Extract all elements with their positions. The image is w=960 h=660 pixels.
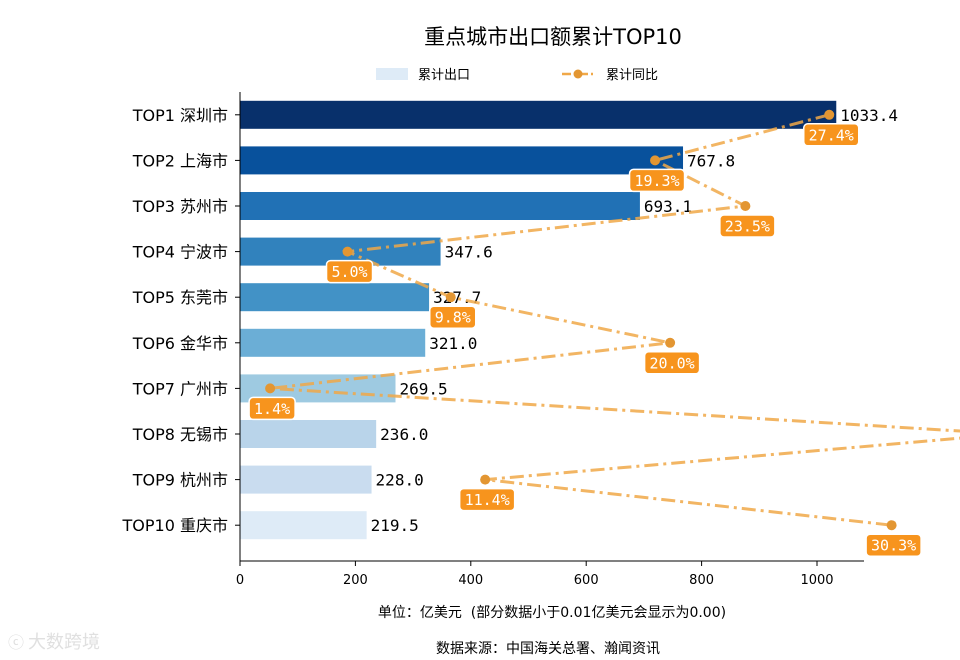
bar-value-label: 1033.4 bbox=[840, 106, 898, 125]
x-tick-label: 0 bbox=[236, 573, 244, 588]
yoy-line bbox=[265, 109, 960, 531]
yoy-marker bbox=[886, 520, 897, 531]
bar bbox=[240, 146, 684, 175]
category-label: TOP9 杭州市 bbox=[132, 471, 228, 490]
bar bbox=[240, 100, 837, 129]
yoy-marker bbox=[265, 383, 276, 394]
yoy-label-box bbox=[628, 168, 686, 193]
yoy-label-box bbox=[325, 259, 374, 284]
yoy-marker bbox=[665, 337, 676, 348]
legend: 累计出口 累计同比 bbox=[376, 68, 658, 83]
bar-value-label: 321.0 bbox=[429, 334, 477, 353]
bars: 1033.4 767.8 693.1 347.6 327.7 321.0 269.5 236.… bbox=[240, 100, 898, 540]
yoy-label-box bbox=[458, 487, 516, 512]
category-label: TOP2 上海市 bbox=[132, 151, 228, 170]
yoy-value-label: 30.3% bbox=[871, 537, 916, 555]
bar bbox=[240, 420, 377, 448]
yoy-value-label: 9.8% bbox=[435, 309, 471, 327]
yoy-marker bbox=[445, 292, 456, 303]
category-label: TOP1 深圳市 bbox=[132, 106, 228, 125]
yoy-marker bbox=[740, 201, 751, 211]
x-axis-label: 单位：亿美元 (部分数据小于0.01亿美元会显示为0.00) bbox=[378, 605, 726, 621]
category-label: TOP4 宁波市 bbox=[132, 243, 228, 262]
bar-value-label: 269.5 bbox=[400, 379, 448, 398]
legend-bar-swatch bbox=[376, 68, 408, 80]
bar-value-label: 228.0 bbox=[376, 471, 424, 490]
bar bbox=[240, 328, 426, 357]
legend-line-marker bbox=[573, 69, 583, 79]
yoy-label-box bbox=[865, 533, 922, 557]
category-label: TOP7 广州市 bbox=[132, 379, 228, 398]
chart-title: 重点城市出口额累计TOP10 bbox=[424, 25, 682, 49]
yoy-label-box bbox=[429, 305, 477, 329]
bar-value-label: 219.5 bbox=[371, 516, 419, 535]
yoy-label-box bbox=[802, 123, 860, 147]
category-label: TOP3 苏州市 bbox=[132, 197, 228, 216]
yoy-value-label: 27.4% bbox=[809, 126, 854, 144]
yoy-label-box bbox=[719, 214, 776, 238]
axes: TOP1 深圳市 TOP2 上海市 TOP3 苏州市 TOP4 宁波市 TOP5 东莞市… bbox=[122, 92, 864, 588]
yoy-label-box bbox=[248, 396, 296, 421]
yoy-marker bbox=[480, 474, 491, 485]
category-label: TOP10 重庆市 bbox=[122, 516, 228, 535]
watermark-logo-icon: ⓒ bbox=[8, 633, 25, 652]
yoy-value-label: 11.4% bbox=[465, 491, 510, 509]
yoy-value-label: 19.3% bbox=[634, 172, 679, 190]
yoy-value-label: 5.0% bbox=[331, 263, 367, 281]
yoy-value-label: 1.4% bbox=[254, 400, 290, 418]
bar-value-label: 347.6 bbox=[445, 243, 493, 262]
yoy-marker bbox=[342, 246, 353, 257]
x-tick-label: 200 bbox=[343, 573, 368, 588]
x-tick-label: 600 bbox=[574, 573, 599, 588]
bar-value-label: 693.1 bbox=[644, 197, 692, 216]
bar-value-label: 236.0 bbox=[380, 425, 428, 444]
x-tick-label: 1000 bbox=[800, 573, 833, 588]
yoy-label-box bbox=[643, 351, 701, 375]
yoy-labels: 27.4%19.3%23.5%5.0%9.8%20.0%1.4%35.7%11.… bbox=[248, 123, 922, 557]
yoy-marker bbox=[650, 155, 661, 166]
category-label: TOP8 无锡市 bbox=[132, 425, 228, 444]
bar bbox=[240, 511, 367, 540]
x-tick-label: 400 bbox=[458, 573, 483, 588]
source-note: 数据来源：中国海关总署、瀚闻资讯 bbox=[436, 641, 660, 657]
yoy-value-label: 20.0% bbox=[650, 354, 695, 372]
watermark-text: 大数跨境 bbox=[28, 632, 101, 653]
bar bbox=[240, 192, 640, 220]
bar bbox=[240, 283, 430, 312]
yoy-polyline bbox=[269, 113, 960, 527]
yoy-value-label: 23.5% bbox=[725, 218, 770, 236]
x-tick-label: 800 bbox=[689, 573, 714, 588]
legend-line-label: 累计同比 bbox=[606, 68, 658, 83]
category-label: TOP5 东莞市 bbox=[132, 288, 228, 307]
bar bbox=[240, 465, 372, 494]
legend-bar-label: 累计出口 bbox=[418, 68, 470, 83]
bar-value-label: 327.7 bbox=[433, 288, 481, 307]
watermark: ⓒ 大数跨境 bbox=[8, 628, 100, 654]
yoy-marker bbox=[824, 109, 835, 120]
bar-value-label: 767.8 bbox=[687, 151, 735, 170]
category-label: TOP6 金华市 bbox=[132, 334, 228, 353]
